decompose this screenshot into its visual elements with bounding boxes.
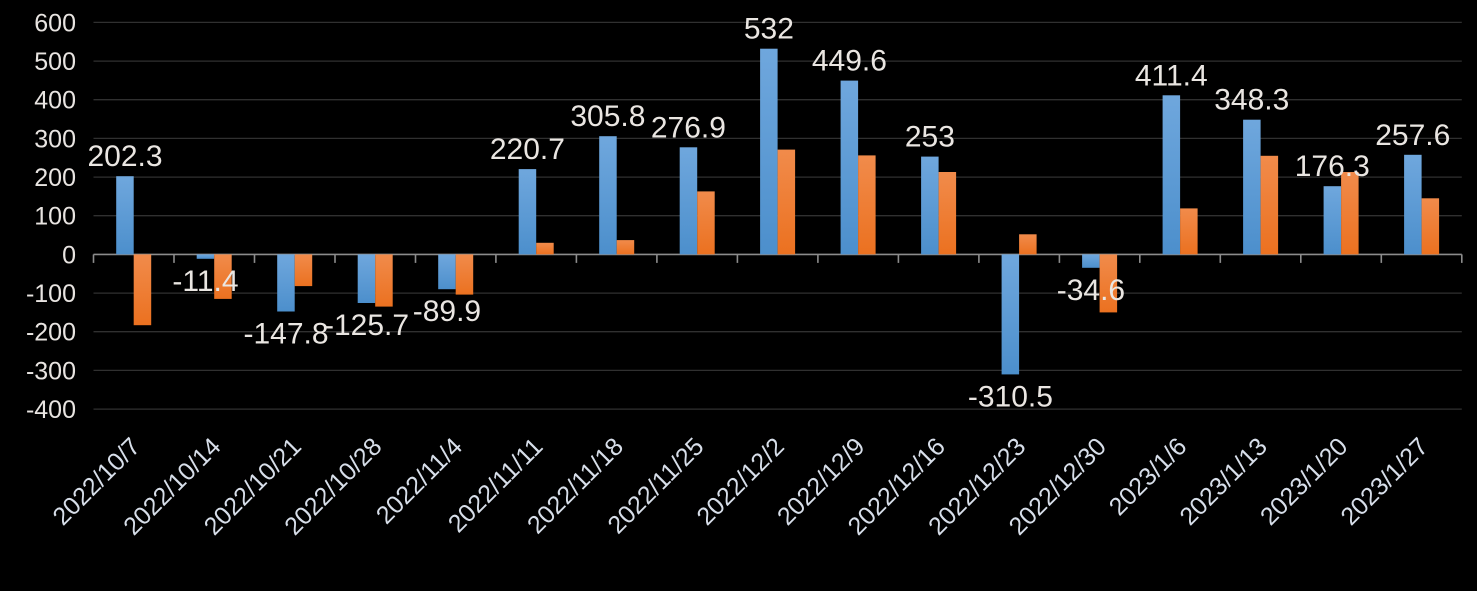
data-label: -147.8 [243, 318, 328, 351]
bar-orange-series[interactable] [1421, 198, 1440, 255]
y-axis-label: 500 [34, 48, 76, 76]
data-label: 532 [744, 13, 794, 46]
y-axis-label: 200 [34, 164, 76, 192]
data-label: 220.7 [490, 133, 565, 166]
bar-orange-series[interactable] [133, 254, 152, 326]
bar-orange-series[interactable] [697, 191, 715, 255]
bar-blue-series[interactable] [1001, 254, 1020, 375]
data-label: 348.3 [1214, 84, 1289, 117]
y-axis-label: -100 [26, 280, 76, 308]
bar-blue-series[interactable] [1243, 119, 1261, 255]
data-label: -89.9 [413, 295, 481, 328]
bar-blue-series[interactable] [679, 147, 698, 255]
y-axis-label: 400 [34, 87, 76, 115]
data-label: 305.8 [570, 100, 645, 133]
bar-blue-series[interactable] [1404, 154, 1422, 255]
bar-orange-series[interactable] [1180, 208, 1198, 255]
bar-orange-series[interactable] [1099, 254, 1118, 313]
y-axis-label: -200 [26, 319, 76, 347]
y-axis-label: 300 [34, 125, 76, 153]
x-axis-date-label: 2023/1/27 [1335, 432, 1433, 530]
data-label: 449.6 [812, 45, 887, 78]
x-axis-date-label: 2023/1/20 [1255, 432, 1353, 530]
bar-orange-series[interactable] [375, 254, 393, 307]
data-label: 202.3 [87, 140, 162, 173]
bar-orange-series[interactable] [536, 242, 554, 255]
bar-blue-series[interactable] [599, 136, 617, 255]
bar-orange-series[interactable] [938, 172, 957, 255]
y-axis-label: -300 [26, 357, 76, 385]
bar-blue-series[interactable] [1082, 254, 1100, 268]
data-label: -125.7 [324, 309, 409, 342]
data-label: 253 [905, 121, 955, 154]
bar-blue-series[interactable] [1323, 186, 1342, 255]
bar-orange-series[interactable] [777, 149, 796, 255]
bar-orange-series[interactable] [294, 254, 313, 287]
data-label: 257.6 [1375, 119, 1450, 152]
x-axis-date-label: 2023/1/13 [1174, 432, 1272, 530]
data-label: -310.5 [968, 380, 1053, 413]
bar-orange-series[interactable] [214, 254, 232, 299]
bar-orange-series[interactable] [858, 155, 876, 255]
y-axis-label: 600 [34, 9, 76, 37]
data-label: 176.3 [1295, 150, 1370, 183]
bar-blue-series[interactable] [357, 254, 376, 303]
y-axis-label: 100 [34, 203, 76, 231]
y-axis-label: 0 [62, 241, 76, 269]
data-label: -34.6 [1057, 274, 1125, 307]
data-label: -11.4 [172, 265, 238, 298]
bar-blue-series[interactable] [116, 176, 134, 255]
bar-orange-series[interactable] [616, 240, 635, 255]
bar-blue-series[interactable] [196, 254, 215, 259]
x-axis-date-label: 2022/12/2 [691, 432, 789, 530]
bar-blue-series[interactable] [438, 254, 456, 290]
bar-blue-series[interactable] [921, 156, 939, 255]
bar-blue-series[interactable] [840, 80, 859, 255]
bar-orange-series[interactable] [1341, 172, 1359, 255]
bar-blue-series[interactable] [518, 169, 537, 255]
data-label: 276.9 [651, 111, 726, 144]
data-label: 411.4 [1135, 59, 1208, 92]
y-axis-label: -400 [26, 396, 76, 424]
bar-orange-series[interactable] [455, 254, 474, 295]
bar-orange-series[interactable] [1260, 155, 1279, 255]
bar-orange-series[interactable] [1019, 234, 1037, 255]
bar-blue-series[interactable] [1162, 95, 1181, 255]
bar-blue-series[interactable] [760, 48, 778, 255]
bar-blue-series[interactable] [277, 254, 295, 312]
